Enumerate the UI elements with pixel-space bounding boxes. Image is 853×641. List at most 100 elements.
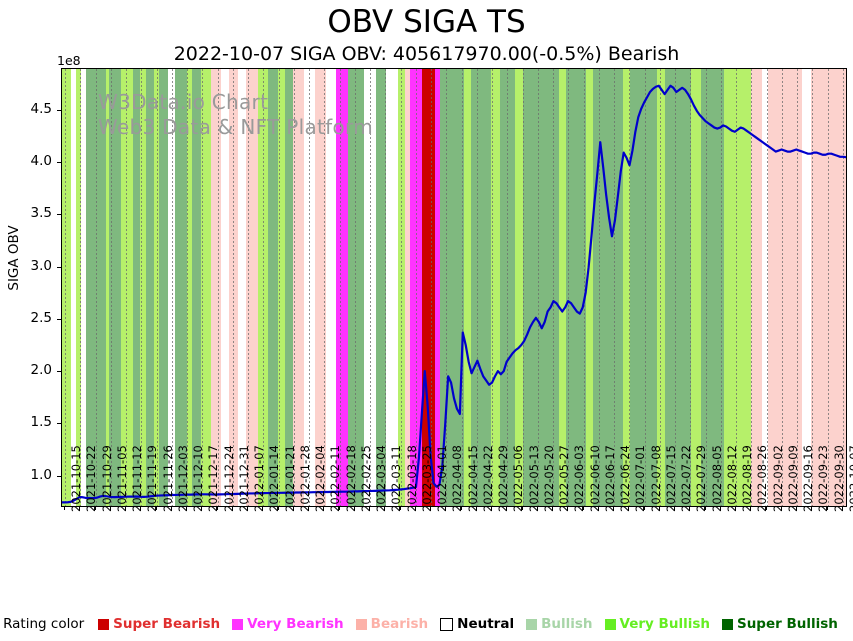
gridline bbox=[218, 69, 219, 506]
rating-band bbox=[85, 69, 106, 506]
legend-item[interactable]: Very Bullish bbox=[604, 616, 710, 632]
rating-band bbox=[246, 69, 258, 506]
gridline bbox=[65, 69, 66, 506]
x-axis-tick-label: 2021-10-22 bbox=[84, 445, 99, 512]
x-axis-tick-label: 2022-05-06 bbox=[511, 445, 526, 512]
rating-band bbox=[335, 69, 348, 506]
gridline bbox=[416, 69, 417, 506]
gridline-layer bbox=[62, 69, 846, 506]
rating-band bbox=[168, 69, 176, 506]
rating-band bbox=[421, 69, 436, 506]
gridline bbox=[614, 69, 615, 506]
rating-band bbox=[585, 69, 593, 506]
gridline bbox=[751, 69, 752, 506]
x-axis-tick-label: 2022-09-02 bbox=[770, 445, 785, 512]
rating-band bbox=[237, 69, 247, 506]
y-axis-tick-label: 3.0 bbox=[30, 257, 52, 274]
gridline bbox=[340, 69, 341, 506]
gridline bbox=[187, 69, 188, 506]
gridline bbox=[767, 69, 768, 506]
x-axis-tick-label: 2022-06-03 bbox=[572, 445, 587, 512]
legend-label: Very Bullish bbox=[619, 616, 710, 632]
legend-label: Super Bearish bbox=[113, 616, 221, 632]
y-axis-tick-label: 1.0 bbox=[30, 466, 52, 483]
y-axis-tick-mark bbox=[57, 266, 61, 268]
rating-band bbox=[220, 69, 230, 506]
x-axis-tick-label: 2022-10-07 bbox=[847, 445, 853, 512]
x-axis-tick-label: 2021-12-31 bbox=[236, 445, 251, 512]
x-axis-tick-label: 2022-05-27 bbox=[557, 445, 572, 512]
x-axis-tick-label: 2021-11-26 bbox=[160, 445, 175, 512]
gridline bbox=[812, 69, 813, 506]
gridline bbox=[797, 69, 798, 506]
x-axis-tick-label: 2022-02-25 bbox=[358, 445, 373, 512]
x-axis-tick-mark bbox=[781, 506, 782, 510]
x-axis-tick-mark bbox=[659, 506, 660, 510]
x-axis-tick-mark bbox=[232, 506, 233, 510]
x-axis-tick-label: 2022-08-12 bbox=[724, 445, 739, 512]
legend-item[interactable]: Bearish bbox=[355, 616, 429, 632]
x-axis-tick-label: 2022-04-29 bbox=[496, 445, 511, 512]
rating-band bbox=[285, 69, 294, 506]
page-title: OBV SIGA TS bbox=[327, 4, 526, 40]
y-axis-offset-text: 1e8 bbox=[57, 53, 81, 68]
rating-band bbox=[690, 69, 701, 506]
legend-item[interactable]: Neutral bbox=[440, 616, 514, 632]
rating-band bbox=[410, 69, 422, 506]
x-axis-tick-mark bbox=[842, 506, 843, 510]
rating-band bbox=[132, 69, 140, 506]
x-axis-tick-label: 2021-11-12 bbox=[130, 445, 145, 512]
x-axis-tick-mark bbox=[445, 506, 446, 510]
x-axis-tick-label: 2022-09-30 bbox=[831, 445, 846, 512]
x-axis-tick-mark bbox=[415, 506, 416, 510]
y-axis-tick-mark bbox=[57, 475, 61, 477]
x-axis-tick-mark bbox=[674, 506, 675, 510]
x-axis-tick-label: 2022-07-15 bbox=[663, 445, 678, 512]
y-axis-tick-label: 2.5 bbox=[30, 309, 52, 326]
x-axis-tick-label: 2022-09-16 bbox=[801, 445, 816, 512]
legend-item[interactable]: Very Bearish bbox=[232, 616, 344, 632]
rating-band bbox=[175, 69, 188, 506]
rating-band bbox=[761, 69, 769, 506]
rating-band bbox=[146, 69, 154, 506]
gridline bbox=[782, 69, 783, 506]
x-axis-tick-label: 2022-06-24 bbox=[618, 445, 633, 512]
x-axis-tick-mark bbox=[796, 506, 797, 510]
x-axis-tick-label: 2022-02-18 bbox=[343, 445, 358, 512]
rating-band bbox=[200, 69, 211, 506]
plot-area: W3Data.io Chart Web3 Data & NFT Platform bbox=[61, 68, 847, 507]
gridline bbox=[401, 69, 402, 506]
x-axis-tick-label: 2021-12-03 bbox=[175, 445, 190, 512]
x-axis-tick-label: 2022-04-08 bbox=[450, 445, 465, 512]
x-axis-tick-mark bbox=[613, 506, 614, 510]
legend-item[interactable]: Super Bullish bbox=[721, 616, 838, 632]
x-axis-tick-mark bbox=[598, 506, 599, 510]
chart-subtitle: 2022-10-07 SIGA OBV: 405617970.00(-0.5%)… bbox=[173, 43, 680, 65]
x-axis-tick-label: 2021-12-17 bbox=[206, 445, 221, 512]
x-axis-tick-mark bbox=[583, 506, 584, 510]
legend-item[interactable]: Super Bearish bbox=[98, 616, 220, 632]
legend-swatch bbox=[232, 618, 244, 630]
x-axis-tick-label: 2022-06-10 bbox=[587, 445, 602, 512]
x-axis-tick-label: 2022-01-14 bbox=[267, 445, 282, 512]
x-axis-tick-mark bbox=[522, 506, 523, 510]
legend-item[interactable]: Bullish bbox=[526, 616, 593, 632]
x-axis-tick-label: 2022-04-15 bbox=[465, 445, 480, 512]
x-axis-tick-mark bbox=[537, 506, 538, 510]
x-axis-tick-label: 2022-01-21 bbox=[282, 445, 297, 512]
gridline bbox=[96, 69, 97, 506]
rating-band bbox=[109, 69, 122, 506]
x-axis-tick-mark bbox=[156, 506, 157, 510]
x-axis-tick-mark bbox=[811, 506, 812, 510]
legend-label: Bearish bbox=[370, 616, 429, 632]
x-axis-tick-mark bbox=[201, 506, 202, 510]
rating-band bbox=[71, 69, 76, 506]
x-axis-tick-label: 2022-05-13 bbox=[526, 445, 541, 512]
y-axis-tick-label: 2.0 bbox=[30, 362, 52, 379]
gridline bbox=[843, 69, 844, 506]
y-axis-tick-mark bbox=[57, 371, 61, 373]
watermark-line-1: W3Data.io Chart bbox=[98, 90, 269, 114]
gridline bbox=[492, 69, 493, 506]
x-axis-tick-mark bbox=[186, 506, 187, 510]
gridline bbox=[523, 69, 524, 506]
